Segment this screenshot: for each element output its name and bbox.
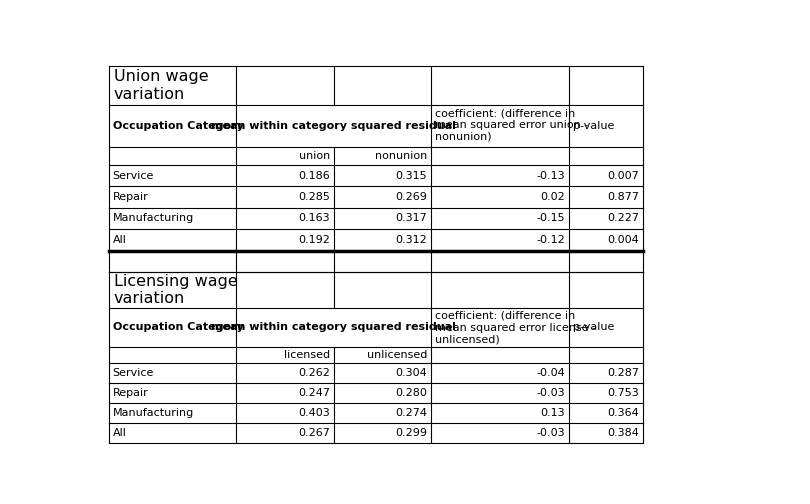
Text: All: All bbox=[113, 428, 126, 438]
Text: coefficient: (difference in
mean squared error license -
unlicensed): coefficient: (difference in mean squared… bbox=[435, 311, 595, 344]
Text: 0.269: 0.269 bbox=[395, 192, 427, 202]
Text: coefficient: (difference in
mean squared error union -
nonunion): coefficient: (difference in mean squared… bbox=[435, 108, 588, 141]
Text: 0.287: 0.287 bbox=[608, 368, 639, 379]
Text: 0.877: 0.877 bbox=[608, 192, 639, 202]
Text: 0.227: 0.227 bbox=[608, 214, 639, 223]
Text: -0.12: -0.12 bbox=[536, 235, 565, 245]
Text: 0.753: 0.753 bbox=[608, 388, 639, 398]
Text: All: All bbox=[113, 235, 126, 245]
Text: Manufacturing: Manufacturing bbox=[113, 408, 194, 418]
Text: -0.13: -0.13 bbox=[536, 171, 565, 180]
Text: -0.15: -0.15 bbox=[536, 214, 565, 223]
Text: -0.03: -0.03 bbox=[536, 388, 565, 398]
Text: 0.186: 0.186 bbox=[298, 171, 330, 180]
Text: 0.299: 0.299 bbox=[395, 428, 427, 438]
Text: 0.274: 0.274 bbox=[395, 408, 427, 418]
Text: -0.03: -0.03 bbox=[536, 428, 565, 438]
Text: 0.364: 0.364 bbox=[608, 408, 639, 418]
Text: Manufacturing: Manufacturing bbox=[113, 214, 194, 223]
Text: 0.004: 0.004 bbox=[608, 235, 639, 245]
Text: union: union bbox=[299, 151, 330, 161]
Text: Repair: Repair bbox=[113, 192, 148, 202]
Text: Licensing wage
variation: Licensing wage variation bbox=[113, 274, 237, 306]
Text: nonunion: nonunion bbox=[375, 151, 427, 161]
Text: 0.315: 0.315 bbox=[395, 171, 427, 180]
Text: 0.312: 0.312 bbox=[395, 235, 427, 245]
Text: 0.267: 0.267 bbox=[298, 428, 330, 438]
Text: 0.280: 0.280 bbox=[395, 388, 427, 398]
Text: Occupation Category: Occupation Category bbox=[113, 323, 244, 333]
Text: p-value: p-value bbox=[573, 323, 614, 333]
Text: 0.285: 0.285 bbox=[298, 192, 330, 202]
Text: 0.304: 0.304 bbox=[395, 368, 427, 379]
Text: 0.262: 0.262 bbox=[298, 368, 330, 379]
Text: 0.247: 0.247 bbox=[298, 388, 330, 398]
Text: Union wage
variation: Union wage variation bbox=[113, 70, 208, 102]
Text: licensed: licensed bbox=[284, 350, 330, 360]
Text: mean within category squared residual: mean within category squared residual bbox=[211, 121, 456, 131]
Text: 0.317: 0.317 bbox=[395, 214, 427, 223]
Text: p-value: p-value bbox=[573, 121, 614, 131]
Text: 0.192: 0.192 bbox=[298, 235, 330, 245]
Text: Occupation Category: Occupation Category bbox=[113, 121, 244, 131]
Text: 0.403: 0.403 bbox=[298, 408, 330, 418]
Text: 0.13: 0.13 bbox=[540, 408, 565, 418]
Text: Repair: Repair bbox=[113, 388, 148, 398]
Text: 0.163: 0.163 bbox=[298, 214, 330, 223]
Text: 0.02: 0.02 bbox=[540, 192, 565, 202]
Text: 0.007: 0.007 bbox=[608, 171, 639, 180]
Text: Service: Service bbox=[113, 368, 154, 379]
Text: unlicensed: unlicensed bbox=[367, 350, 427, 360]
Text: -0.04: -0.04 bbox=[536, 368, 565, 379]
Text: mean within category squared residual: mean within category squared residual bbox=[211, 323, 456, 333]
Text: 0.384: 0.384 bbox=[608, 428, 639, 438]
Text: Service: Service bbox=[113, 171, 154, 180]
